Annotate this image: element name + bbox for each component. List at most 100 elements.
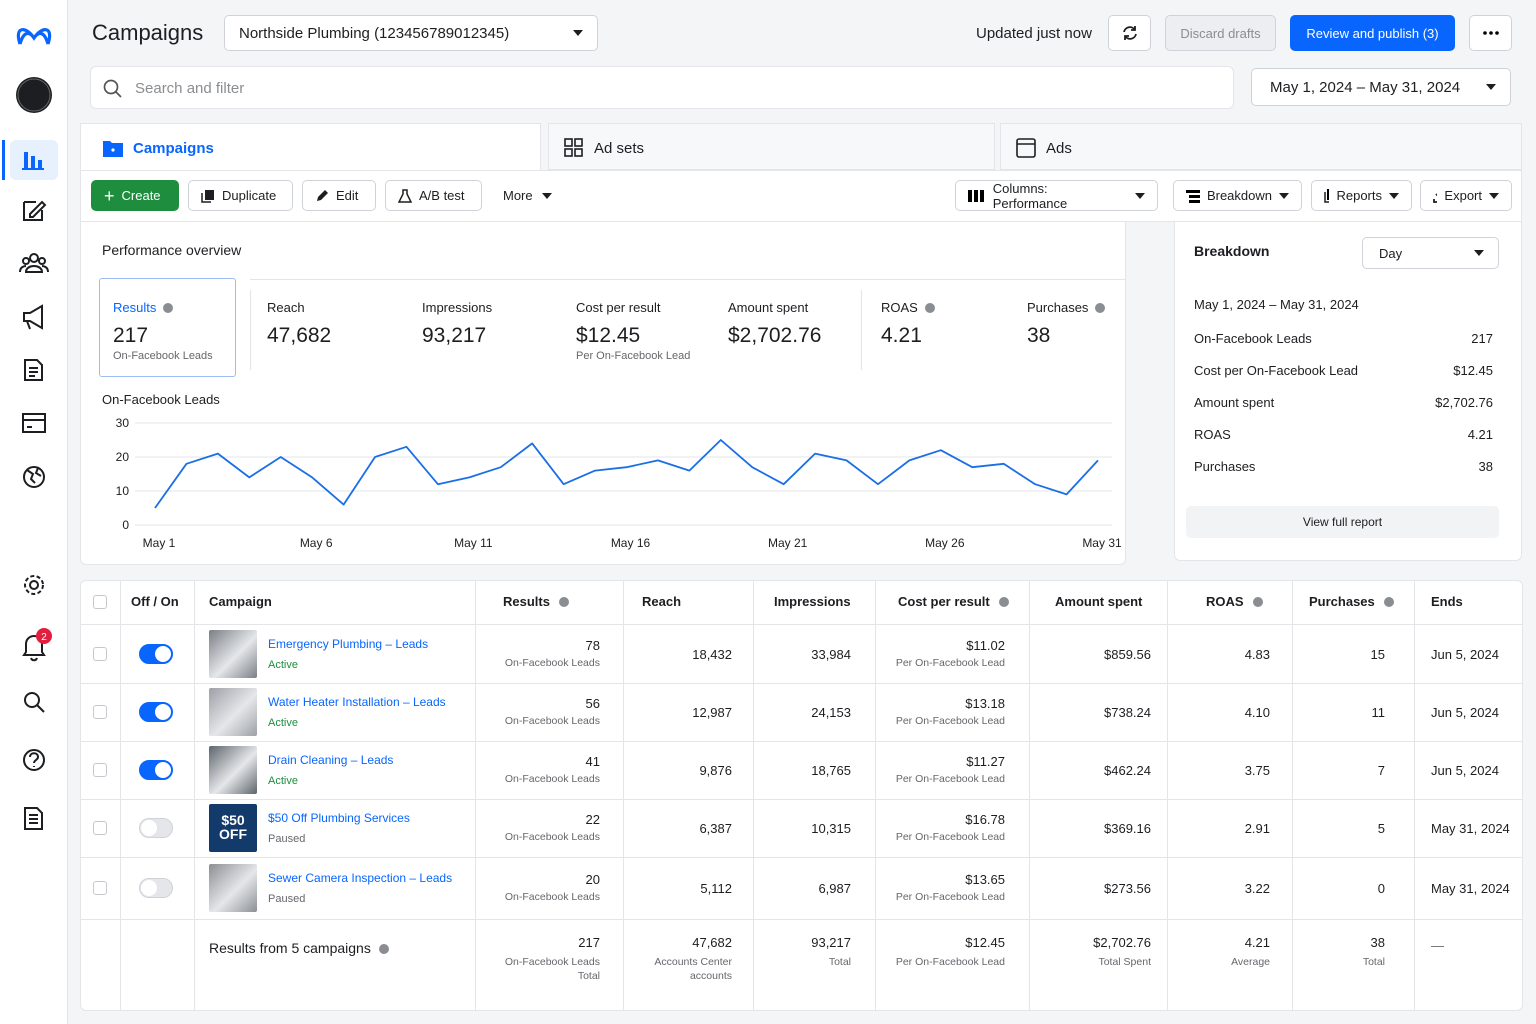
- nav-billing-icon[interactable]: [22, 413, 46, 433]
- view-report-button[interactable]: View full report: [1186, 506, 1499, 538]
- info-icon[interactable]: [1095, 303, 1105, 313]
- column-divider: [1167, 581, 1168, 1010]
- columns-button[interactable]: Columns: Performance: [955, 180, 1158, 211]
- search-bar[interactable]: Search and filter: [90, 66, 1234, 109]
- toggle[interactable]: [139, 643, 173, 664]
- info-icon[interactable]: [925, 303, 935, 313]
- column-divider: [120, 581, 121, 1010]
- select-label: Day: [1379, 245, 1403, 261]
- footer-value: $2,702.76: [1093, 935, 1151, 950]
- breakdown-button[interactable]: Breakdown: [1173, 180, 1302, 211]
- overview-title: Performance overview: [102, 242, 242, 258]
- toggle[interactable]: [139, 702, 173, 722]
- button-label: Breakdown: [1206, 188, 1272, 203]
- tab-adsets[interactable]: Ad sets: [548, 123, 995, 170]
- account-select[interactable]: Northside Plumbing (123456789012345): [224, 15, 598, 51]
- checkbox[interactable]: [93, 763, 107, 777]
- metric-label: Results: [113, 300, 157, 315]
- campaign-name[interactable]: Water Heater Installation – Leads: [268, 695, 446, 709]
- column-header[interactable]: Purchases: [1309, 594, 1375, 609]
- nav-help-icon[interactable]: [23, 749, 45, 771]
- cell-value: May 31, 2024: [1431, 881, 1510, 896]
- checkbox[interactable]: [93, 646, 107, 661]
- info-icon[interactable]: [1384, 597, 1394, 607]
- column-header[interactable]: Reach: [642, 594, 682, 609]
- selected-metric-box[interactable]: [99, 278, 236, 377]
- cell-sub: On-Facebook Leads: [504, 715, 600, 727]
- toggle[interactable]: [139, 818, 173, 838]
- cell-value: 10,315: [811, 821, 851, 836]
- info-icon[interactable]: [163, 303, 173, 313]
- ab-test-button[interactable]: A/B test: [385, 180, 482, 211]
- cell-sub: On-Facebook Leads: [504, 773, 600, 785]
- date-range-select[interactable]: May 1, 2024 – May 31, 2024: [1251, 68, 1511, 106]
- tab-campaigns[interactable]: Campaigns: [80, 123, 541, 171]
- column-header[interactable]: Impressions: [774, 594, 851, 609]
- data-line: [154, 439, 1099, 509]
- nav-settings-icon[interactable]: [24, 575, 44, 595]
- column-header[interactable]: Cost per result: [898, 594, 990, 609]
- column-header[interactable]: Off / On: [131, 594, 179, 609]
- create-button[interactable]: + Create: [91, 180, 179, 211]
- column-header[interactable]: Results: [503, 594, 550, 609]
- breakdown-label: Amount spent: [1194, 395, 1275, 410]
- thumbnail: [209, 746, 257, 794]
- nav-notifications-icon[interactable]: [22, 634, 46, 662]
- metric-separator: [861, 290, 862, 370]
- nav-docs-icon[interactable]: [24, 807, 43, 830]
- info-icon[interactable]: [999, 597, 1009, 607]
- more-button[interactable]: More: [503, 188, 552, 203]
- duplicate-button[interactable]: Duplicate: [188, 180, 293, 211]
- column-header[interactable]: ROAS: [1206, 594, 1244, 609]
- campaign-name[interactable]: Emergency Plumbing – Leads: [268, 636, 429, 651]
- export-button[interactable]: Export: [1420, 180, 1512, 211]
- nav-globe-icon[interactable]: [23, 466, 45, 488]
- refresh-button[interactable]: [1108, 15, 1151, 51]
- nav-report-icon[interactable]: [24, 359, 43, 381]
- more-menu-button[interactable]: [1469, 15, 1512, 51]
- row-divider: [81, 683, 1522, 684]
- footer-sub: Total Spent: [1098, 956, 1151, 968]
- x-tick-label: May 26: [925, 536, 965, 550]
- nav-chart-icon[interactable]: [22, 152, 44, 170]
- column-header[interactable]: Ends: [1431, 594, 1463, 609]
- checkbox[interactable]: [93, 881, 107, 895]
- export-icon: [1433, 192, 1438, 203]
- column-header[interactable]: Amount spent: [1055, 594, 1143, 609]
- publish-button[interactable]: Review and publish (3): [1290, 15, 1455, 51]
- metric-value: 93,217: [422, 324, 487, 347]
- info-icon[interactable]: [559, 597, 569, 607]
- cell-value: $11.27: [966, 754, 1005, 769]
- y-tick-label: 10: [116, 484, 130, 498]
- cell-value: 18,432: [692, 646, 732, 662]
- flask-icon: [398, 188, 412, 203]
- tab-ads[interactable]: Ads: [1000, 123, 1522, 170]
- campaign-name[interactable]: $50 Off Plumbing Services: [268, 811, 410, 825]
- edit-button[interactable]: Edit: [302, 180, 376, 211]
- reports-button[interactable]: Reports: [1311, 180, 1412, 211]
- account-avatar[interactable]: [16, 77, 52, 113]
- checkbox[interactable]: [93, 821, 107, 835]
- caret: [541, 192, 552, 199]
- metric-sub: On-Facebook Leads: [113, 350, 213, 362]
- info-icon[interactable]: [1253, 597, 1263, 607]
- nav-ads-icon[interactable]: [23, 304, 43, 330]
- breakdown-select[interactable]: Day: [1362, 237, 1499, 269]
- campaign-name[interactable]: Drain Cleaning – Leads: [268, 753, 394, 767]
- campaign-name[interactable]: Sewer Camera Inspection – Leads: [268, 871, 453, 885]
- cell-sub: Per On-Facebook Lead: [895, 891, 1005, 903]
- toggle[interactable]: [139, 878, 173, 898]
- checkbox[interactable]: [93, 595, 107, 609]
- notification-badge: [36, 628, 52, 644]
- button-label: Reports: [1336, 188, 1382, 203]
- pencil-icon: [317, 189, 328, 201]
- cell-sub: Per On-Facebook Lead: [895, 656, 1005, 669]
- nav-audience-icon[interactable]: [19, 253, 49, 273]
- nav-search-icon[interactable]: [24, 692, 45, 713]
- discard-button[interactable]: Discard drafts: [1165, 15, 1276, 51]
- info-icon[interactable]: [379, 944, 389, 954]
- column-header[interactable]: Campaign: [209, 594, 272, 609]
- nav-edit-icon[interactable]: [23, 200, 47, 221]
- toggle[interactable]: [139, 760, 173, 780]
- checkbox[interactable]: [93, 705, 107, 719]
